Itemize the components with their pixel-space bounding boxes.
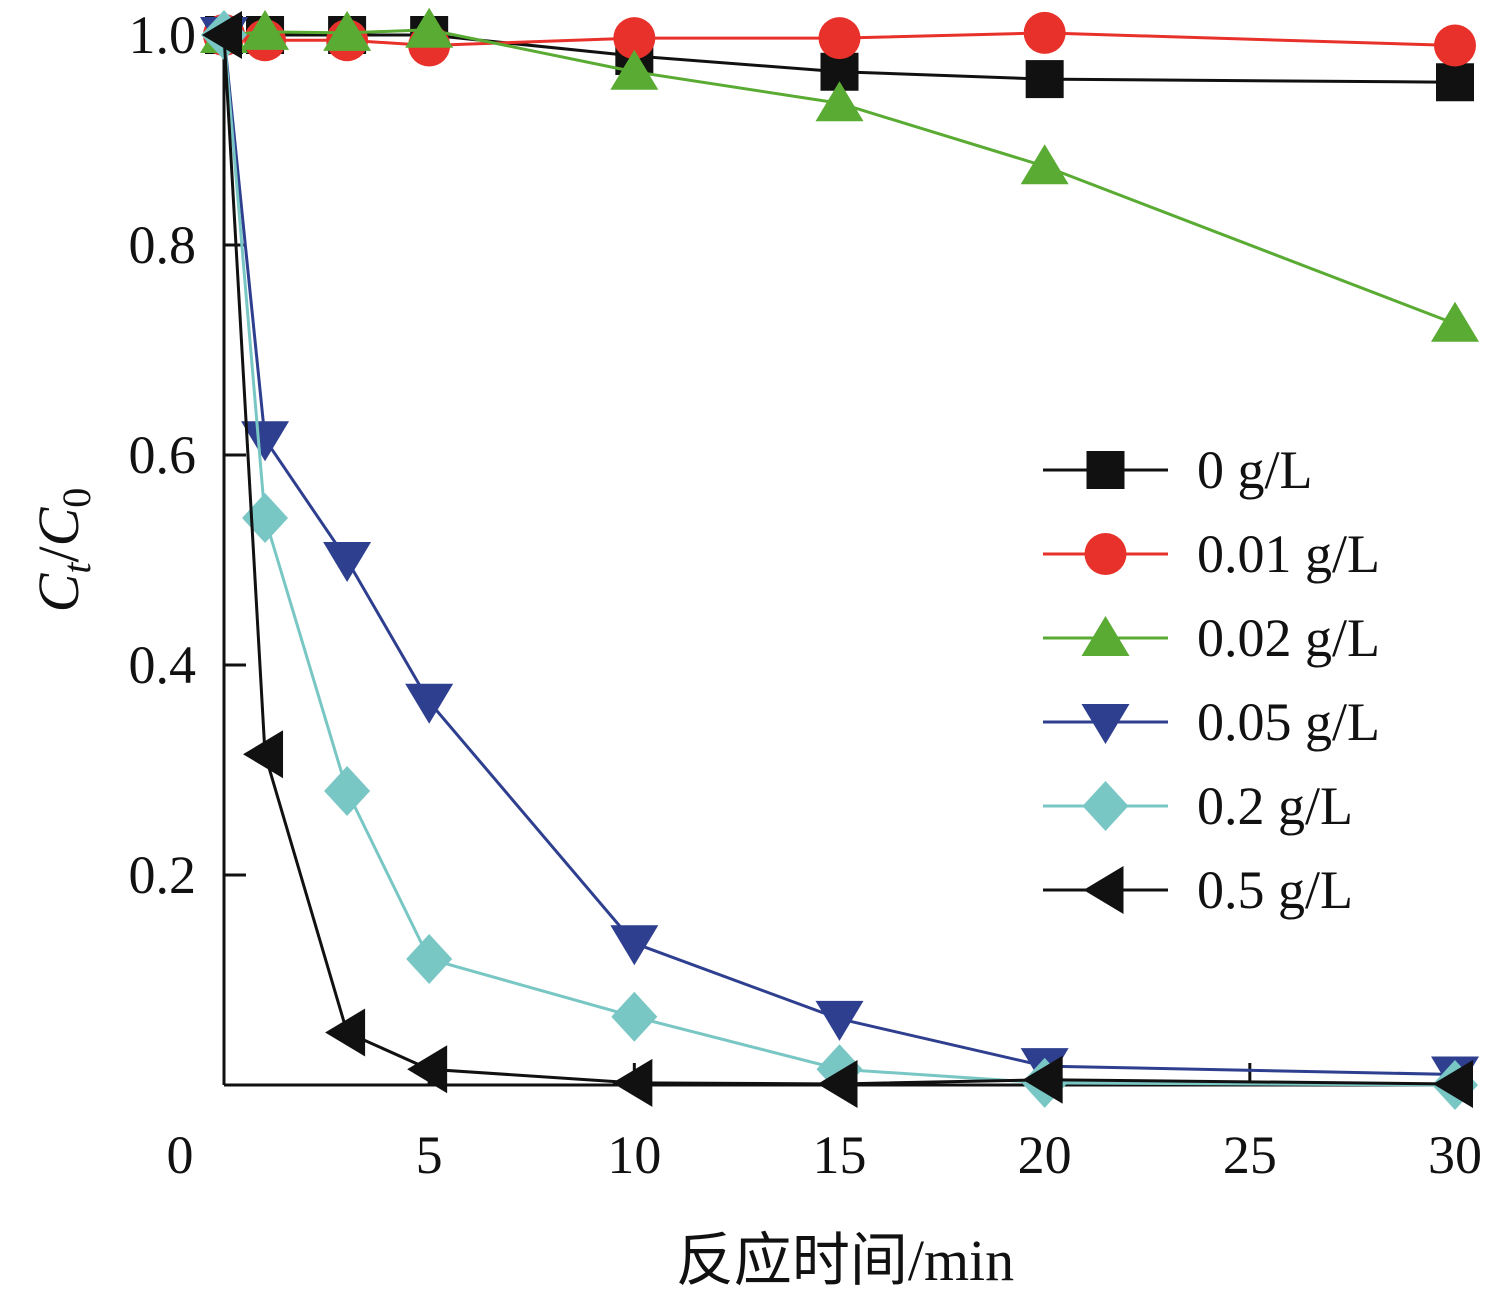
series-1: [203, 11, 1476, 67]
data-point: [202, 11, 242, 59]
series-line: [222, 34, 1456, 1086]
legend-label: 0.05 g/L: [1197, 692, 1380, 752]
x-tick-label: 5: [416, 1125, 443, 1185]
axes: 0 5 10 15 20 25 30 0.2 0.4 0.6 0.8 1.0: [129, 5, 1483, 1185]
y-tick-label: 0.4: [129, 635, 197, 695]
x-tick-label: 25: [1223, 1125, 1277, 1185]
y-title-c: C: [26, 572, 91, 612]
data-point: [323, 542, 372, 582]
legend: 0 g/L 0.01 g/L 0.02 g/L 0.05 g/L 0.2 g/L 0.5 …: [1043, 440, 1380, 920]
x-axis-title: 反应时间/min: [676, 1228, 1014, 1293]
x-tick-label: 10: [607, 1125, 661, 1185]
data-point: [324, 766, 371, 816]
data-point: [610, 49, 659, 90]
data-point: [815, 1000, 864, 1041]
legend-item: 0.01 g/L: [1043, 524, 1380, 584]
series-line: [222, 34, 1456, 1076]
y-title-sub-0: 0: [54, 488, 99, 508]
legend-label: 0 g/L: [1197, 440, 1313, 500]
legend-label: 0.01 g/L: [1197, 524, 1380, 584]
legend-label: 0.02 g/L: [1197, 608, 1380, 668]
data-point: [323, 10, 372, 51]
y-title-c0: C: [26, 506, 91, 546]
legend-marker: [1082, 781, 1129, 831]
y-tick-label: 1.0: [129, 5, 197, 65]
data-point: [815, 81, 864, 122]
x-tick-label: 0: [167, 1125, 194, 1185]
data-point: [610, 925, 659, 966]
series-5: [202, 11, 1473, 1108]
x-tick-label: 15: [813, 1125, 867, 1185]
data-point: [241, 421, 290, 462]
data-point: [612, 1058, 653, 1107]
data-point: [817, 1059, 858, 1108]
data-point: [1434, 24, 1476, 67]
legend-marker: [1083, 866, 1124, 914]
data-point: [1431, 301, 1479, 342]
legend-item: 0 g/L: [1043, 440, 1313, 500]
data-point: [611, 991, 658, 1042]
data-point: [243, 730, 284, 779]
legend-item: 0.02 g/L: [1043, 608, 1380, 668]
legend-item: 0.2 g/L: [1043, 776, 1353, 836]
data-point: [242, 493, 289, 543]
data-point: [613, 17, 656, 60]
data-point: [407, 1045, 448, 1094]
y-tick-label: 0.2: [129, 845, 197, 905]
y-tick-label: 0.6: [129, 425, 197, 485]
legend-marker: [1086, 451, 1125, 489]
data-point: [241, 9, 290, 50]
x-tick-label: 30: [1428, 1125, 1482, 1185]
data-point: [1022, 1055, 1063, 1104]
legend-item: 0.05 g/L: [1043, 692, 1380, 752]
y-ticks: 0.2 0.4 0.6 0.8 1.0: [129, 5, 246, 905]
data-point: [406, 934, 453, 984]
legend-label: 0.2 g/L: [1197, 776, 1353, 836]
x-ticks: 0 5 10 15 20 25 30: [167, 1063, 1482, 1185]
data-point: [1433, 1059, 1473, 1108]
x-tick-label: 20: [1018, 1125, 1072, 1185]
series-line: [223, 28, 1456, 326]
data-point: [1436, 63, 1474, 102]
y-axis-title: Ct/C0: [26, 488, 99, 613]
data-point: [818, 17, 861, 60]
legend-marker: [1081, 704, 1130, 744]
legend-marker: [1081, 616, 1130, 656]
y-title-sub-t: t: [54, 562, 99, 574]
data-point: [1023, 11, 1066, 54]
data-point: [405, 7, 454, 48]
legend-item: 0.5 g/L: [1043, 860, 1353, 920]
legend-label: 0.5 g/L: [1197, 860, 1353, 920]
data-point: [1020, 144, 1069, 185]
legend-marker: [1084, 533, 1127, 575]
series-layer: [200, 7, 1479, 1110]
data-point: [1025, 60, 1064, 99]
y-tick-label: 0.8: [129, 215, 197, 275]
y-title-sep: /: [26, 546, 91, 563]
svg-text:Ct/C0: Ct/C0: [26, 488, 99, 613]
data-point: [325, 1008, 366, 1057]
data-point: [405, 683, 454, 724]
